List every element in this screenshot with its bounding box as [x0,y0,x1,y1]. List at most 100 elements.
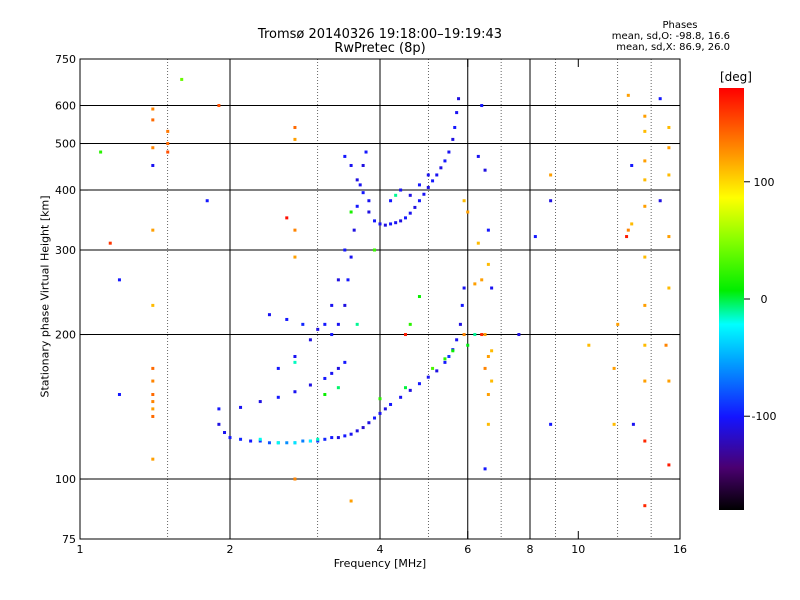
echo-point [361,163,365,167]
echo-point [643,178,647,182]
echo-point [355,204,359,208]
echo-point [483,168,487,172]
echo-point [336,366,340,370]
echo-point [316,327,320,331]
echo-point [276,441,280,445]
echo-point [394,193,398,197]
y-axis-label: Stationary phase Virtual Height [km] [38,195,52,398]
colorbar-title: [deg] [720,70,752,84]
echo-point [358,183,362,187]
echo-point [455,338,459,342]
echo-point [426,185,430,189]
echo-point [658,199,662,203]
echo-point [389,199,393,203]
y-tick-label: 400 [55,184,76,197]
echo-point [476,241,480,245]
echo-point [373,219,377,223]
echo-point [643,379,647,383]
echo-point [355,322,359,326]
echo-point [549,422,553,426]
echo-point [343,434,347,438]
echo-point [249,439,253,443]
echo-point [667,286,671,290]
echo-point [486,354,490,358]
echo-point [408,388,412,392]
echo-point [517,333,521,337]
phase-stats-heading: Phases [662,20,698,31]
echo-point [336,436,340,440]
echo-point [330,436,334,440]
echo-point [352,228,356,232]
echo-point [458,322,462,326]
echo-point [308,338,312,342]
echo-point [166,129,170,133]
echo-point [285,441,289,445]
echo-point [630,222,634,226]
echo-point [667,173,671,177]
y-tick-label: 500 [55,138,76,151]
echo-point [466,343,470,347]
echo-point [349,499,353,503]
echo-point [389,402,393,406]
echo-point [408,193,412,197]
echo-point [616,322,620,326]
echo-point [293,255,297,259]
echo-point [293,125,297,129]
echo-point [483,366,487,370]
echo-point [301,439,305,443]
echo-point [549,173,553,177]
echo-point [533,235,537,239]
echo-point [267,313,271,317]
echo-point [349,432,353,436]
echo-point [466,210,470,214]
echo-point [383,407,387,411]
echo-point [667,379,671,383]
echo-point [631,422,635,426]
echo-point [443,357,447,361]
echo-point [643,129,647,133]
echo-point [643,255,647,259]
echo-point [308,439,312,443]
echo-point [486,262,490,266]
echo-point [417,199,421,203]
echo-point [258,400,262,404]
echo-point [643,303,647,307]
echo-point [383,223,387,227]
colorbar-tick-label: -100 [752,410,777,423]
echo-point [323,322,327,326]
echo-point [612,422,616,426]
echo-point [399,395,403,399]
echo-point [330,333,334,337]
echo-point [205,199,209,203]
echo-point [293,390,297,394]
echo-point [431,179,435,183]
echo-point [462,199,466,203]
echo-point [426,173,430,177]
y-tick-label: 200 [55,329,76,342]
echo-point [293,477,297,481]
echo-point [630,163,634,167]
echo-point [426,375,430,379]
echo-point [447,150,451,154]
echo-point [378,397,382,401]
y-tick-label: 750 [55,53,76,66]
echo-point [166,150,170,154]
echo-point [180,77,184,81]
echo-point [151,118,155,122]
echo-point [108,241,112,245]
colorbar-ticks: 100 0 -100 [744,176,776,423]
echo-point [643,159,647,163]
echo-point [612,366,616,370]
echo-point [336,386,340,390]
echo-point [373,248,377,252]
echo-point [422,192,426,196]
echo-point [378,222,382,226]
echo-point [276,395,280,399]
echo-point [151,146,155,150]
chart-title-line2: RwPretec (8p) [334,41,426,56]
echo-point [293,441,297,445]
echo-point [151,379,155,383]
echo-point [323,393,327,397]
echo-point [389,222,393,226]
echo-point [330,303,334,307]
